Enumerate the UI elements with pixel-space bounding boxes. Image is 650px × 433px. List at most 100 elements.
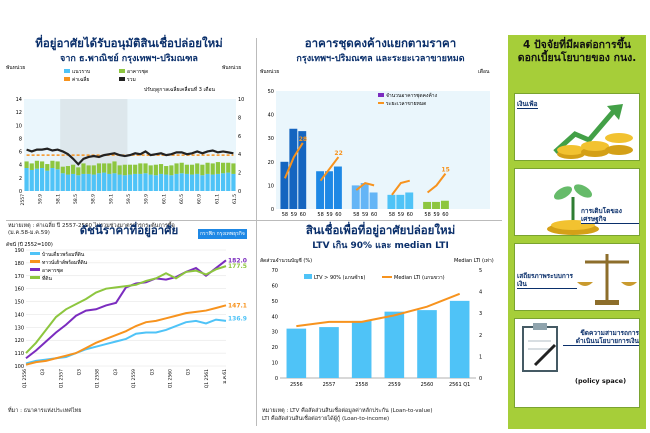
p1-bar-condo: [169, 165, 174, 176]
p3-xtick: ม.ค.61: [222, 369, 228, 384]
p3-chart: ดัชนี (ปี 2552=100)190 180 170 160 150 140 130…: [6, 241, 247, 388]
p4-xtick: 2559: [388, 382, 401, 388]
p4-ytick-right: 2: [479, 333, 482, 339]
p3-xtick: Q1 2559: [131, 369, 137, 388]
panel-policy-factors: 4 ปัจจัยที่มีผลต่อการขึ้นดอกเบี้ยนโยบายข…: [508, 35, 646, 429]
p1-bar-lowrise: [179, 173, 184, 191]
p2-ytick: 10: [268, 183, 274, 189]
p1-bar-lowrise: [29, 169, 34, 191]
p1-bar-condo: [86, 165, 91, 174]
p4-ytick-right: 4: [479, 290, 482, 296]
p1-bar-condo: [81, 163, 86, 174]
p1-bar-lowrise: [40, 168, 45, 191]
p4-bar: [449, 300, 470, 378]
p2-data-label: 28: [299, 136, 307, 143]
p2-bar: [360, 183, 369, 209]
p3-xtick: Q3: [149, 369, 155, 376]
p1-note-right: ปรับฤดูกาลเฉลี่ยเคลื่อนที่ 3 เดือน: [144, 86, 215, 93]
p1-bar-lowrise: [45, 170, 50, 191]
factor-label-0: เงินเฟ้อ: [517, 100, 538, 109]
p1-bar-condo: [138, 163, 143, 174]
p4-ytick-right: 5: [479, 268, 482, 274]
p1-bar-lowrise: [86, 173, 91, 191]
p1-bar-lowrise: [50, 168, 55, 191]
p1-bar-lowrise: [164, 174, 169, 191]
p1-bar-lowrise: [107, 173, 112, 191]
p3-ytick: 130: [14, 325, 24, 331]
p4-legend-swatch: [304, 274, 312, 279]
p2-xtick: 60: [300, 212, 306, 218]
p1-bar-condo: [231, 163, 236, 174]
p4-ytick-left: 60: [272, 283, 278, 289]
p4-chart: สัดส่วนจำนวนบัญชี (%) Median LTI (เท่า) 70…: [260, 257, 494, 388]
factor-label-3: ขีดความสามารถการดำเนินนโยบายการเงิน: [563, 329, 639, 346]
p4-title: สินเชื่อเพื่อที่อยู่อาศัยปล่อยใหม่: [305, 223, 456, 237]
p2-title: อาคารชุดคงค้างแยกตามราคา: [304, 36, 457, 50]
p1-xtick: 60.1: [161, 194, 167, 204]
p1-bar-condo: [102, 163, 107, 173]
p1-bar-condo: [148, 165, 153, 175]
p1-bar-lowrise: [96, 173, 102, 191]
factor-label-2: เสถียรภาพระบบการเงิน: [517, 272, 577, 289]
p4-xtick: 2560: [421, 382, 434, 388]
p1-bar-condo: [133, 164, 138, 174]
p1-bar-lowrise: [91, 174, 96, 191]
p1-bar-lowrise: [122, 175, 127, 191]
clipboard-icon: [522, 323, 558, 372]
panel-loans-approved: ที่อยู่อาศัยได้รับอนุมัติสินเชื่อปล่อยให…: [4, 35, 254, 240]
p1-right-unit: พันหน่วย: [222, 65, 241, 71]
factors-title: 4 ปัจจัยที่มีผลต่อการขึ้นดอกเบี้ยนโยบายข…: [517, 39, 637, 64]
p1-bar-condo: [45, 164, 50, 171]
p4-note1: หมายเหตุ : LTV คือสัดส่วนสินเชื่อต่อมูลค…: [262, 408, 433, 414]
p3-legend-label: บ้านเดี่ยวพร้อมที่ดิน: [42, 251, 85, 258]
p2-xtick: 58: [282, 212, 288, 218]
p1-ytick-right: 10: [238, 97, 244, 103]
p3-ytick: 150: [14, 300, 24, 306]
p1-bar-lowrise: [117, 174, 122, 191]
p2-line-sellout: [355, 181, 375, 191]
p2-xtick: 59: [291, 212, 297, 218]
p2-ytick: 0: [271, 207, 274, 213]
arrow-up-icon: [553, 110, 615, 154]
p1-bar-lowrise: [34, 168, 40, 191]
p2-xtick: 60: [407, 212, 413, 218]
p1-bar-lowrise: [127, 174, 133, 191]
p2-xtick: 59: [398, 212, 404, 218]
p1-bar-condo: [65, 166, 71, 175]
p2-bar: [351, 185, 360, 209]
p2-bar: [333, 166, 342, 209]
p1-legend-label: แนวราบ: [72, 69, 90, 75]
p3-legend-swatch: [30, 276, 40, 279]
p3-source: ที่มา : ธนาคารแห่งประเทศไทย: [8, 408, 82, 414]
p4-note2: LTI คือสัดส่วนสินเชื่อต่อรายได้ผู้กู้ (L…: [262, 416, 390, 422]
p4-subtitle: LTV เกิน 90% และ median LTI: [312, 241, 449, 251]
p3-end-label: 147.1: [228, 302, 247, 309]
card-stability: เสถียรภาพระบบการเงิน: [514, 243, 640, 311]
p1-bar-lowrise: [195, 173, 200, 191]
p2-xtick: 58: [424, 212, 430, 218]
p3-title: ดัชนีราคาที่อยู่อาศัย: [79, 223, 179, 237]
divider-v: [256, 38, 257, 426]
p1-bar-lowrise: [55, 169, 60, 191]
p4-legend-label: Median LTI (แกนขวา): [394, 275, 445, 281]
p4-ytick-left: 20: [272, 345, 278, 351]
p1-ytick-left: 4: [19, 163, 22, 169]
p1-ytick-left: 0: [19, 189, 22, 195]
p1-bar-condo: [189, 164, 195, 175]
p3-legend-swatch: [30, 268, 40, 271]
card-policy-space: ขีดความสามารถการดำเนินนโยบายการเงิน (pol…: [514, 318, 640, 408]
p1-subtitle: จาก ธ.พาณิชย์ กรุงเทพฯ-ปริมณฑล: [60, 54, 198, 64]
p3-ytick: 180: [14, 261, 24, 267]
p1-bar-lowrise: [169, 175, 174, 191]
p1-bar-condo: [143, 163, 148, 174]
p2-bar: [316, 171, 325, 209]
p1-bar-condo: [122, 164, 127, 176]
p2-data-label: 15: [441, 167, 449, 174]
pen-icon: [533, 343, 557, 367]
p2-bar: [396, 194, 405, 209]
p2-bar: [405, 192, 414, 209]
p1-note: หมายเหตุ : ค่าเฉลี่ย ปี 2557-2560 ไม่รวม…: [8, 223, 175, 236]
p1-legend-label: ค่าเฉลี่ย: [72, 76, 89, 83]
p3-xtick: Q1 2556: [22, 369, 28, 388]
